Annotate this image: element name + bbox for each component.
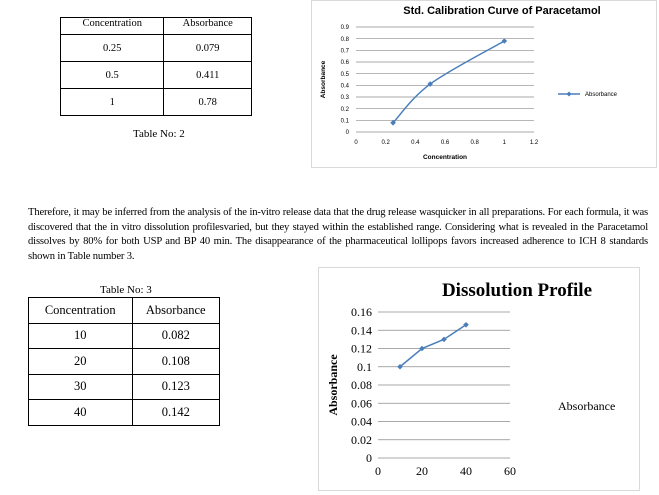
table-header: Absorbance xyxy=(131,297,221,324)
calibration-table: Concentration Absorbance 0.25 0.079 0.5 … xyxy=(59,17,252,116)
calibration-chart: Std. Calibration Curve of Paracetamol 0 0.… xyxy=(311,0,657,168)
y-tick-label: 0.5 xyxy=(341,72,350,78)
y-tick-label: 0.06 xyxy=(351,396,372,410)
calibration-chart-svg: Std. Calibration Curve of Paracetamol 0 0.… xyxy=(320,5,618,161)
x-tick-label: 40 xyxy=(460,464,472,478)
chart-title: Std. Calibration Curve of Paracetamol xyxy=(403,5,600,17)
table-header: Concentration xyxy=(28,297,133,324)
x-tick-label: 1.2 xyxy=(530,140,539,146)
data-point xyxy=(419,345,425,352)
y-tick-label: 0.08 xyxy=(351,378,372,392)
legend-label: Absorbance xyxy=(585,92,618,98)
y-axis-label: Absorbance xyxy=(326,354,340,416)
data-point xyxy=(463,321,469,328)
y-tick-label: 0.7 xyxy=(341,48,350,54)
x-tick-label: 0.4 xyxy=(411,140,420,146)
x-tick-label: 0 xyxy=(354,140,358,146)
table-cell: 0.082 xyxy=(131,322,221,349)
y-tick-label: 0.04 xyxy=(351,415,372,429)
x-tick-label: 0.2 xyxy=(381,140,390,146)
table-caption: Table No: 2 xyxy=(133,128,185,140)
table-cell: 1 xyxy=(59,88,165,116)
x-axis-label: Concentration xyxy=(423,154,467,161)
table-cell: 0.142 xyxy=(131,399,221,426)
dissolution-chart-svg: Dissolution Profile 0 0.02 0.04 0.06 0.08 0.1 0… xyxy=(326,280,615,478)
table-cell: 0.123 xyxy=(131,373,221,400)
x-tick-label: 20 xyxy=(416,464,428,478)
table-cell: 0.079 xyxy=(163,34,252,62)
y-axis-label: Absorbance xyxy=(320,60,327,98)
table-cell: 0.108 xyxy=(131,348,221,375)
x-tick-label: 0.8 xyxy=(470,140,479,146)
y-tick-label: 0.16 xyxy=(351,305,372,319)
table-cell: 0.25 xyxy=(59,34,165,62)
dissolution-chart: Dissolution Profile 0 0.02 0.04 0.06 0.08 0.1 0… xyxy=(318,267,640,491)
table-cell: 10 xyxy=(28,322,133,349)
data-point xyxy=(441,336,447,343)
y-tick-label: 0.2 xyxy=(341,107,350,113)
table-cell: 0.5 xyxy=(59,61,165,89)
series-line xyxy=(392,40,505,124)
chart-title: Dissolution Profile xyxy=(442,280,592,301)
table-cell: 0.411 xyxy=(163,61,252,89)
y-tick-label: 0.3 xyxy=(341,95,350,101)
y-tick-label: 0.1 xyxy=(357,360,372,374)
x-tick-label: 1 xyxy=(503,140,507,146)
y-tick-label: 0 xyxy=(366,451,372,465)
series-line xyxy=(399,324,467,368)
table-cell: 30 xyxy=(28,373,133,400)
y-tick-label: 0.9 xyxy=(341,25,350,31)
legend-marker xyxy=(566,91,572,97)
y-tick-label: 0.02 xyxy=(351,433,372,447)
x-tick-label: 0.6 xyxy=(441,140,450,146)
y-tick-label: 0.4 xyxy=(341,83,350,89)
dissolution-table: Concentration Absorbance 10 0.082 20 0.1… xyxy=(28,297,221,426)
y-tick-label: 0 xyxy=(346,130,350,136)
y-tick-label: 0.6 xyxy=(341,60,350,66)
table-caption: Table No: 3 xyxy=(100,284,152,296)
table-header: Absorbance xyxy=(163,17,252,35)
y-tick-label: 0.8 xyxy=(341,37,350,43)
x-tick-label: 0 xyxy=(375,464,381,478)
legend-label: Absorbance xyxy=(558,399,615,413)
body-paragraph: Therefore, it may be inferred from the a… xyxy=(28,207,648,262)
table-cell: 20 xyxy=(28,348,133,375)
y-tick-label: 0.1 xyxy=(341,118,350,124)
data-point xyxy=(501,38,508,44)
table-cell: 0.78 xyxy=(163,88,252,116)
data-point xyxy=(397,363,403,370)
y-tick-label: 0.12 xyxy=(351,342,372,356)
table-cell: 40 xyxy=(28,399,133,426)
x-tick-label: 60 xyxy=(504,464,516,478)
table-header: Concentration xyxy=(59,17,165,35)
y-tick-label: 0.14 xyxy=(351,323,372,337)
